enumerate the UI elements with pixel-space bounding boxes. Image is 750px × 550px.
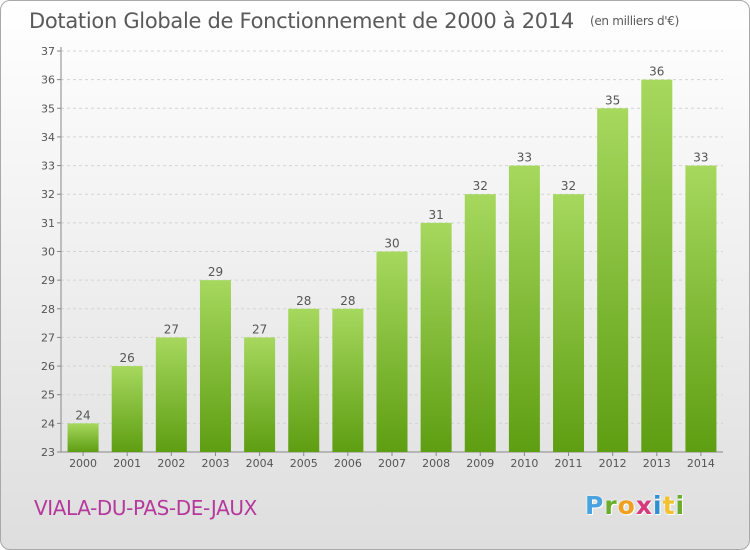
- data-label: 29: [208, 265, 223, 279]
- y-tick-label: 26: [41, 360, 55, 373]
- data-label: 24: [75, 408, 90, 422]
- bar: [464, 194, 496, 452]
- logo-letter: x: [635, 491, 653, 520]
- data-label: 32: [561, 179, 576, 193]
- x-tick-labels: 2000 2001 2002 2003 2004 2005 2006 2007 2008 2009…: [69, 457, 715, 470]
- data-label: 28: [340, 294, 355, 308]
- y-tick-label: 29: [41, 274, 55, 287]
- chart-title: Dotation Globale de Fonctionnement de 20…: [29, 9, 679, 33]
- chart-subtitle: (en milliers d'€): [589, 14, 679, 28]
- data-label: 27: [164, 322, 179, 336]
- data-label: 35: [605, 93, 620, 107]
- data-label: 30: [384, 237, 399, 251]
- logo-letter: i: [675, 491, 686, 520]
- y-tick-label: 24: [41, 417, 55, 430]
- x-tick-label: 2006: [334, 457, 362, 470]
- x-tick-label: 2008: [422, 457, 450, 470]
- data-label: 33: [693, 151, 708, 165]
- y-tick-label: 37: [41, 45, 55, 58]
- y-tick-label: 32: [41, 188, 55, 201]
- x-tick-label: 2002: [157, 457, 185, 470]
- data-label: 32: [473, 179, 488, 193]
- commune-name: VIALA-DU-PAS-DE-JAUX: [34, 496, 257, 520]
- data-label: 36: [649, 65, 664, 79]
- x-tick-label: 2009: [466, 457, 494, 470]
- bar: [111, 366, 143, 452]
- bars: [67, 79, 717, 453]
- logo-letter: P: [585, 491, 605, 520]
- y-tick-label: 35: [41, 102, 55, 115]
- bar: [67, 423, 99, 452]
- logo-letter: o: [617, 491, 636, 520]
- x-tick-label: 2000: [69, 457, 97, 470]
- logo-letter: r: [604, 491, 618, 520]
- bar: [332, 308, 364, 452]
- y-tick-label: 27: [41, 331, 55, 344]
- proxiti-logo: Proxiti: [585, 491, 685, 520]
- y-tick-label: 33: [41, 160, 55, 173]
- bar: [199, 280, 231, 452]
- y-tick-labels: 23 24 25 26 27 28 29 30 31 32 33 34 35 36 37: [41, 45, 55, 459]
- y-tick-label: 30: [41, 246, 55, 259]
- bar: [420, 222, 452, 452]
- bar: [685, 165, 717, 453]
- x-tick-label: 2012: [599, 457, 627, 470]
- bar: [641, 79, 673, 453]
- x-tick-label: 2007: [378, 457, 406, 470]
- bar: [597, 108, 629, 453]
- y-tick-label: 34: [41, 131, 55, 144]
- chart-title-text: Dotation Globale de Fonctionnement de 20…: [29, 9, 574, 33]
- bar: [244, 337, 276, 452]
- data-label: 28: [296, 294, 311, 308]
- bar: [155, 337, 187, 452]
- data-label: 27: [252, 322, 267, 336]
- y-tick-label: 31: [41, 217, 55, 230]
- x-tick-label: 2011: [555, 457, 583, 470]
- data-label: 31: [428, 208, 443, 222]
- data-labels: 24 26 27 29 27 28 28 30 31 32 33 32 35 36 33: [75, 65, 708, 423]
- y-tick-label: 25: [41, 389, 55, 402]
- logo-letter: t: [662, 491, 676, 520]
- logo-letter: i: [653, 491, 663, 520]
- x-tick-label: 2004: [246, 457, 274, 470]
- y-tick-label: 28: [41, 303, 55, 316]
- data-label: 33: [517, 151, 532, 165]
- data-label: 26: [120, 351, 135, 365]
- y-tick-label: 23: [41, 446, 55, 459]
- bar: [508, 165, 540, 453]
- x-tick-label: 2001: [113, 457, 141, 470]
- bar: [553, 194, 585, 452]
- x-tick-label: 2013: [643, 457, 671, 470]
- x-tick-label: 2005: [290, 457, 318, 470]
- bar: [376, 251, 408, 452]
- x-tick-label: 2014: [687, 457, 715, 470]
- x-tick-label: 2010: [510, 457, 538, 470]
- y-tick-label: 36: [41, 74, 55, 87]
- bar: [288, 308, 320, 452]
- x-tick-label: 2003: [201, 457, 229, 470]
